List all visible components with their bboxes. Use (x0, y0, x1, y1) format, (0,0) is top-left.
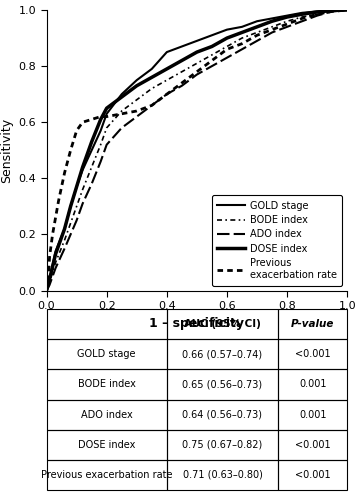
Text: GOLD stage: GOLD stage (77, 350, 136, 360)
Text: 0.64 (0.56–0.73): 0.64 (0.56–0.73) (183, 410, 262, 420)
Bar (167, 339, 278, 370)
Text: DOSE index: DOSE index (78, 440, 135, 450)
Text: 0.001: 0.001 (299, 380, 326, 390)
Bar (278, 370, 347, 400)
Text: BODE index: BODE index (78, 380, 136, 390)
Text: AUC (95% CI): AUC (95% CI) (184, 319, 261, 329)
Bar (278, 309, 347, 339)
Text: 0.65 (0.56–0.73): 0.65 (0.56–0.73) (182, 380, 262, 390)
Text: ADO index: ADO index (81, 410, 132, 420)
Text: 0.71 (0.63–0.80): 0.71 (0.63–0.80) (183, 470, 262, 480)
Text: Previous exacerbation rate: Previous exacerbation rate (41, 470, 173, 480)
Bar (278, 460, 347, 490)
Bar (167, 370, 278, 400)
Text: 0.66 (0.57–0.74): 0.66 (0.57–0.74) (182, 350, 262, 360)
Text: P-value: P-value (291, 319, 334, 329)
Text: <0.001: <0.001 (295, 440, 330, 450)
Bar (167, 309, 278, 339)
Bar (47, 309, 167, 339)
Bar (47, 460, 167, 490)
Bar (278, 430, 347, 460)
Bar (167, 400, 278, 430)
Bar (47, 339, 167, 370)
Bar (167, 460, 278, 490)
Bar (47, 400, 167, 430)
Bar (167, 430, 278, 460)
Text: <0.001: <0.001 (295, 470, 330, 480)
Text: 0.001: 0.001 (299, 410, 326, 420)
Text: 0.75 (0.67–0.82): 0.75 (0.67–0.82) (182, 440, 262, 450)
Text: <0.001: <0.001 (295, 350, 330, 360)
Bar (47, 430, 167, 460)
Bar (278, 339, 347, 370)
X-axis label: 1 – specificity: 1 – specificity (149, 316, 245, 330)
Bar (278, 400, 347, 430)
Y-axis label: Sensitivity: Sensitivity (0, 118, 13, 183)
Bar (47, 370, 167, 400)
Legend: GOLD stage, BODE index, ADO index, DOSE index, Previous
exacerbation rate: GOLD stage, BODE index, ADO index, DOSE … (212, 195, 342, 286)
